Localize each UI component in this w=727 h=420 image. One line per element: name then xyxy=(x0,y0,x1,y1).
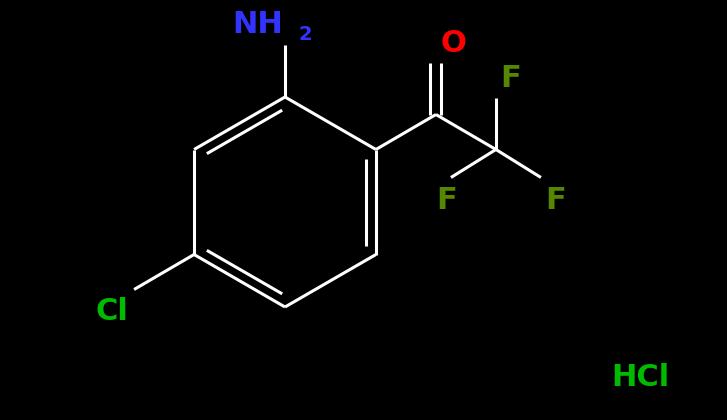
Text: F: F xyxy=(545,186,566,215)
Text: O: O xyxy=(441,29,467,58)
Text: F: F xyxy=(500,63,521,92)
Text: F: F xyxy=(436,186,457,215)
Text: HCl: HCl xyxy=(611,363,669,392)
Text: 2: 2 xyxy=(299,25,313,44)
Text: NH: NH xyxy=(232,10,283,39)
Text: Cl: Cl xyxy=(95,297,128,326)
